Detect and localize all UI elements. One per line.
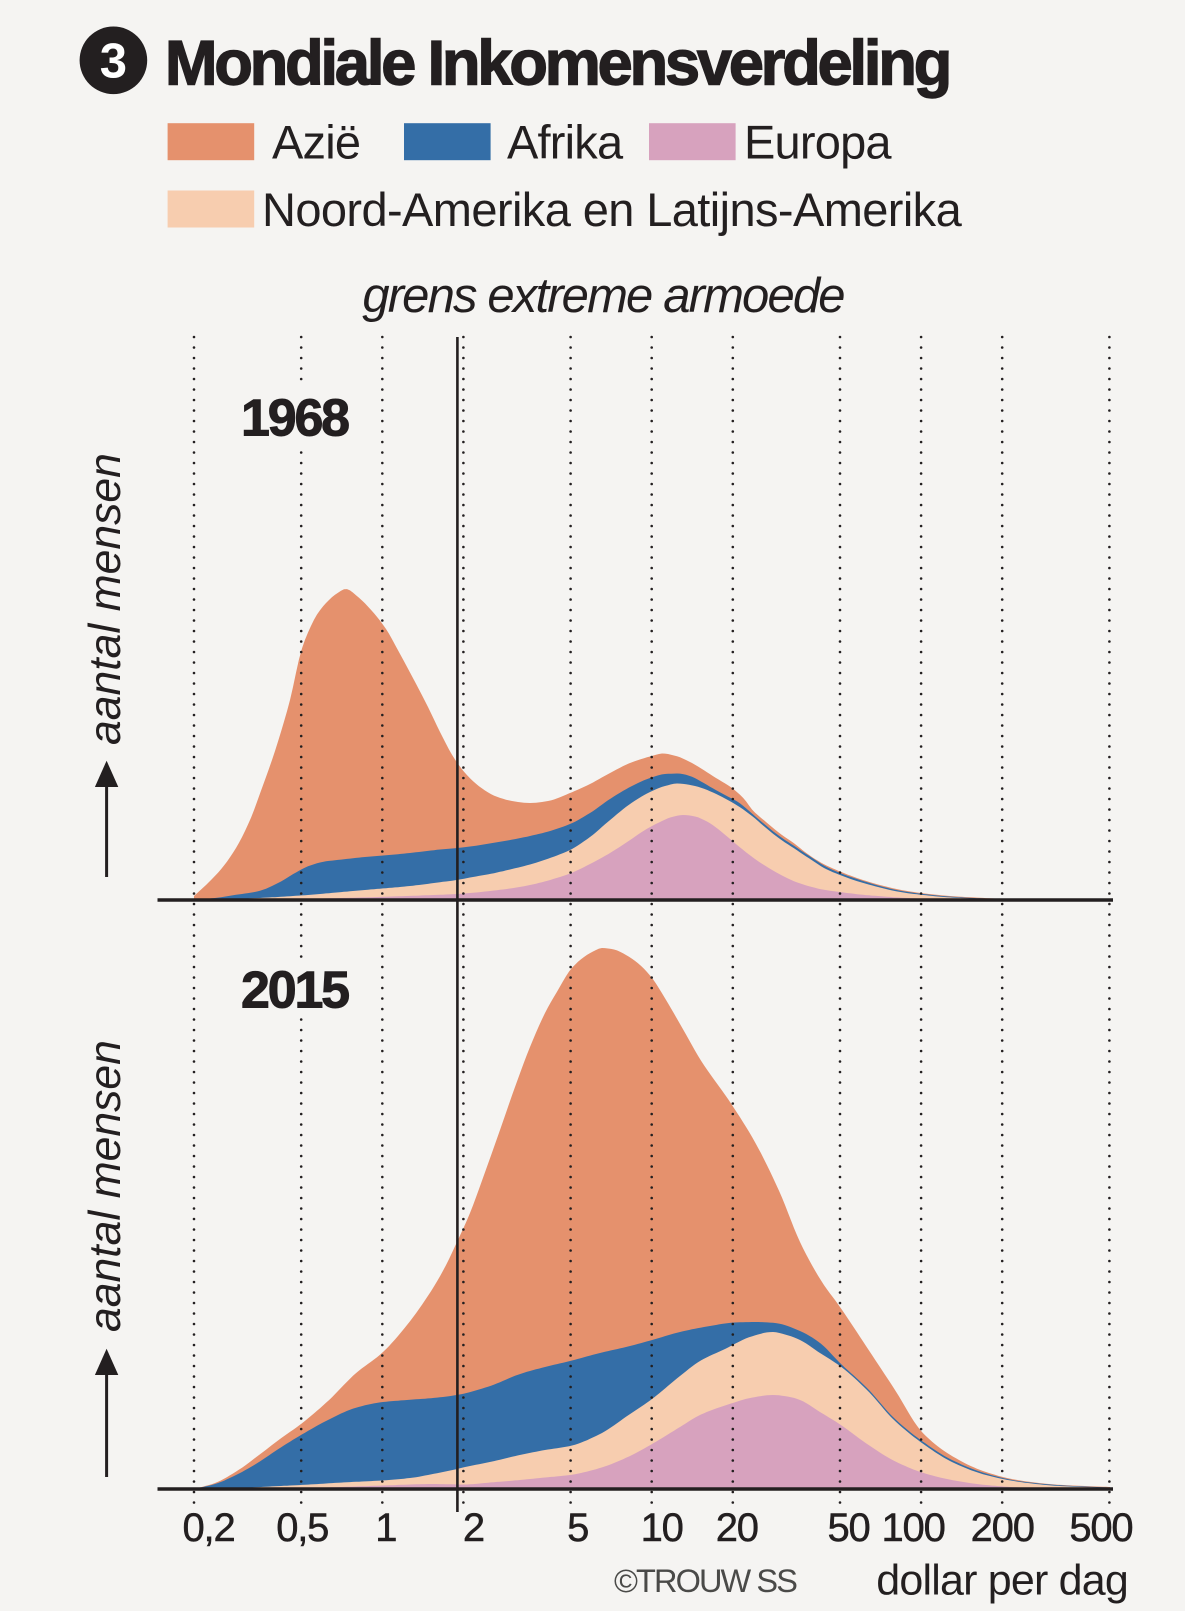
svg-text:1: 1 bbox=[375, 1506, 396, 1550]
svg-text:Afrika: Afrika bbox=[507, 116, 624, 169]
svg-text:5: 5 bbox=[567, 1506, 588, 1550]
svg-text:aantal mensen: aantal mensen bbox=[81, 453, 130, 745]
svg-text:50: 50 bbox=[827, 1506, 869, 1550]
svg-text:0,2: 0,2 bbox=[182, 1506, 234, 1550]
svg-text:2: 2 bbox=[463, 1506, 484, 1550]
svg-text:Europa: Europa bbox=[744, 116, 892, 169]
svg-text:Mondiale Inkomensverdeling: Mondiale Inkomensverdeling bbox=[165, 29, 949, 99]
svg-text:3: 3 bbox=[100, 35, 127, 89]
svg-text:dollar per dag: dollar per dag bbox=[876, 1556, 1128, 1604]
svg-text:Noord-Amerika en Latijns-Ameri: Noord-Amerika en Latijns-Amerika bbox=[262, 183, 963, 236]
svg-text:200: 200 bbox=[971, 1506, 1034, 1550]
svg-text:10: 10 bbox=[641, 1506, 683, 1550]
svg-text:2015: 2015 bbox=[241, 962, 349, 1020]
svg-text:1968: 1968 bbox=[241, 390, 349, 448]
svg-text:500: 500 bbox=[1069, 1506, 1132, 1550]
svg-text:20: 20 bbox=[716, 1506, 758, 1550]
svg-text:100: 100 bbox=[882, 1506, 945, 1550]
svg-text:Azië: Azië bbox=[272, 116, 360, 169]
svg-text:grens extreme armoede: grens extreme armoede bbox=[362, 269, 844, 323]
svg-text:©TROUW SS: ©TROUW SS bbox=[614, 1563, 797, 1599]
svg-text:0,5: 0,5 bbox=[276, 1506, 328, 1550]
svg-text:aantal mensen: aantal mensen bbox=[81, 1040, 130, 1332]
